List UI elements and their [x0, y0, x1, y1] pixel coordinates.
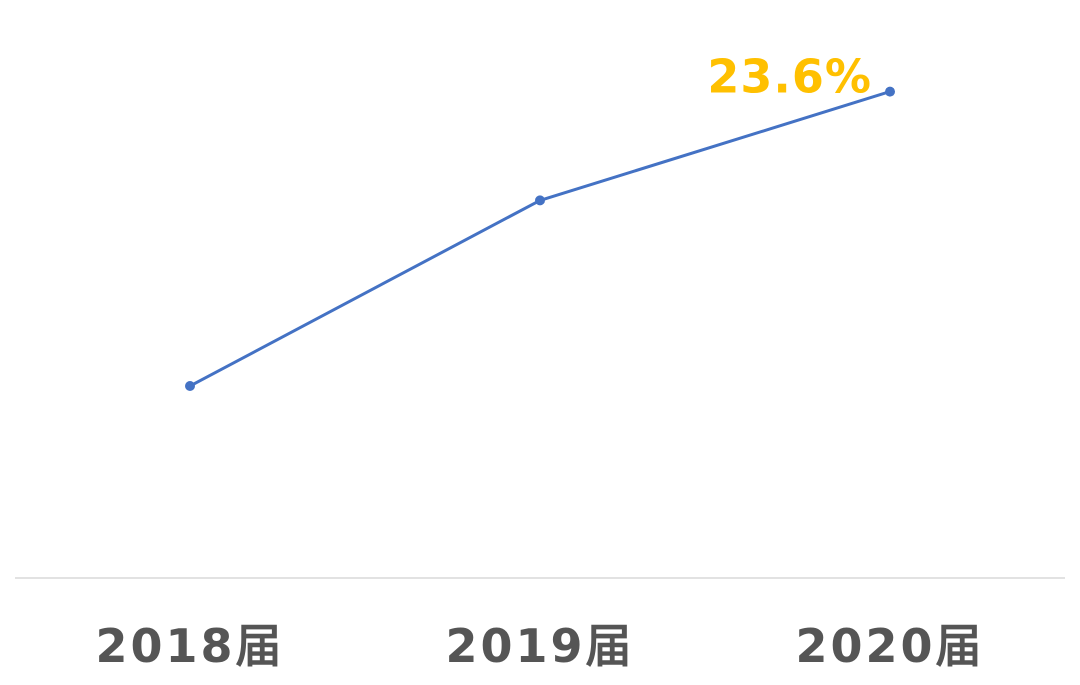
data-label: 23.6% — [707, 50, 872, 104]
data-point — [885, 86, 895, 97]
series-line — [189, 90, 891, 388]
data-point — [535, 195, 545, 206]
data-point — [185, 381, 195, 391]
x-tick-label: 2018届 — [95, 619, 284, 673]
x-tick-label: 2020届 — [795, 619, 984, 673]
x-tick-label: 2019届 — [445, 619, 634, 673]
series-layer: 23.6% — [185, 50, 895, 391]
x-tick-labels: 2018届 2019届 2020届 — [95, 619, 984, 673]
